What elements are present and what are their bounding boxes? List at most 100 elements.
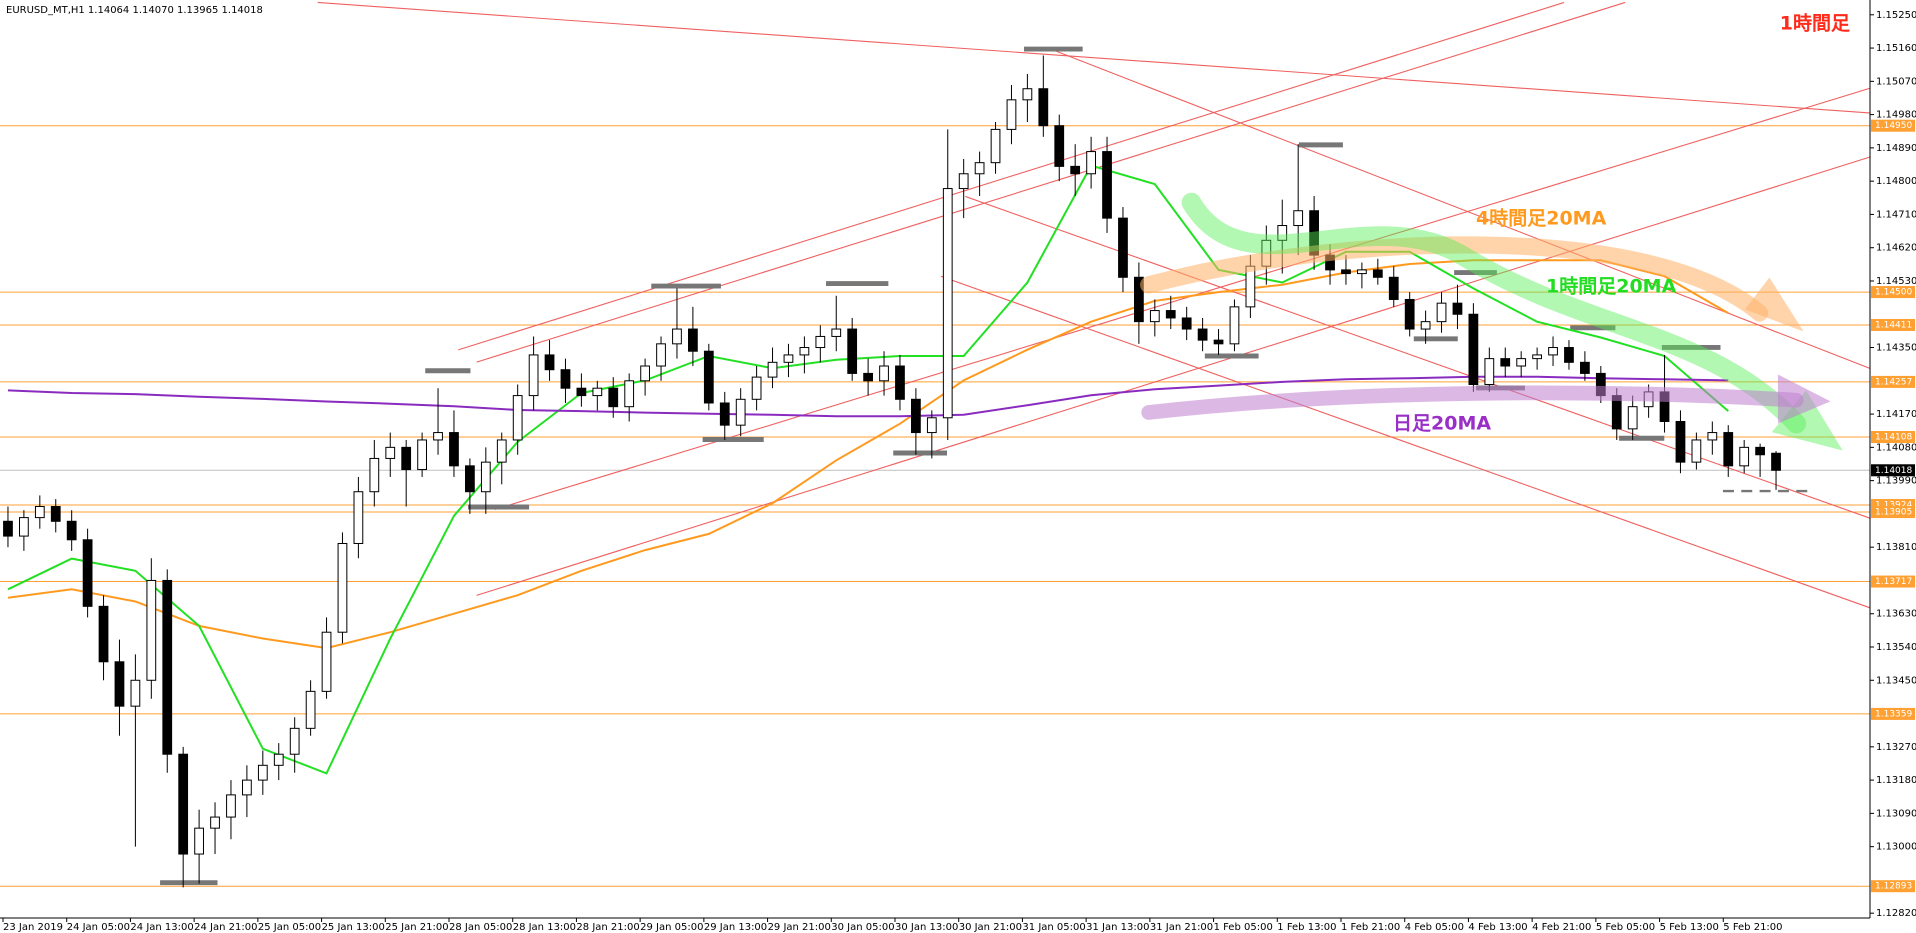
level-tag bbox=[1871, 707, 1915, 720]
candle-body bbox=[1118, 217, 1128, 278]
arrow-head bbox=[1744, 277, 1804, 332]
candle-body bbox=[1357, 269, 1367, 275]
candle-body bbox=[210, 816, 220, 829]
candle-body bbox=[1468, 313, 1479, 386]
candle-body bbox=[353, 491, 364, 544]
level-label: 1.14257 bbox=[1875, 377, 1912, 387]
candle-body bbox=[528, 354, 539, 397]
level-tag bbox=[1871, 431, 1915, 444]
candle-body bbox=[1484, 358, 1495, 386]
candle-body bbox=[719, 402, 730, 426]
candle-body bbox=[1149, 310, 1160, 323]
candle-body bbox=[19, 517, 29, 537]
arrow-daily bbox=[1141, 385, 1804, 420]
ma-label-daily: 日足20MA bbox=[1393, 413, 1491, 435]
last-price-label: 1.14018 bbox=[1875, 466, 1912, 476]
candle-body bbox=[974, 162, 985, 175]
candle-body bbox=[1388, 276, 1399, 300]
candle-body bbox=[449, 432, 459, 467]
candle-body bbox=[1771, 452, 1781, 471]
level-label: 1.12893 bbox=[1875, 882, 1912, 892]
x-tick-label: 29 Jan 13:00 bbox=[704, 922, 767, 933]
candle-body bbox=[1102, 151, 1112, 219]
level-tag bbox=[1871, 506, 1915, 519]
candle-body bbox=[895, 365, 905, 400]
candle-body bbox=[1197, 328, 1208, 341]
candle-body bbox=[735, 398, 746, 426]
header: EURUSD_MT,H1 1.14064 1.14070 1.13965 1.1… bbox=[6, 5, 263, 16]
y-tick-label: 1.14530 bbox=[1876, 276, 1916, 287]
candle-body bbox=[1452, 302, 1463, 315]
y-tick-label: 1.14710 bbox=[1876, 209, 1916, 220]
x-tick-label: 24 Jan 05:00 bbox=[67, 922, 130, 933]
x-tick-label: 1 Feb 21:00 bbox=[1341, 922, 1400, 933]
drawings bbox=[160, 1, 1870, 886]
candle-body bbox=[624, 380, 635, 408]
candle-body bbox=[114, 661, 125, 707]
candle-body bbox=[1755, 446, 1765, 456]
y-tick-label: 1.13270 bbox=[1876, 742, 1916, 753]
level-tag bbox=[1871, 375, 1915, 388]
candle-body bbox=[401, 446, 412, 471]
level-label: 1.14950 bbox=[1875, 121, 1912, 131]
candle-body bbox=[98, 605, 109, 663]
y-tick-label: 1.13000 bbox=[1876, 842, 1916, 853]
candle-body bbox=[990, 128, 1001, 164]
x-tick-label: 25 Jan 21:00 bbox=[385, 922, 448, 933]
candle-body bbox=[433, 432, 443, 441]
candle-body bbox=[942, 188, 953, 419]
level-label: 1.14108 bbox=[1875, 433, 1912, 443]
candle-body bbox=[576, 387, 587, 397]
candle-body bbox=[1500, 358, 1511, 367]
x-tick-label: 25 Jan 05:00 bbox=[258, 922, 321, 933]
candle-body bbox=[831, 328, 842, 337]
candle-body bbox=[146, 579, 157, 681]
y-tick-label: 1.13090 bbox=[1876, 808, 1916, 819]
candle-body bbox=[226, 794, 236, 818]
y-tick-label: 1.13540 bbox=[1876, 642, 1916, 653]
candle-body bbox=[162, 579, 173, 755]
candle-body bbox=[1404, 298, 1415, 330]
candle-body bbox=[178, 753, 189, 855]
trend-line bbox=[458, 1, 1565, 351]
candle-body bbox=[496, 439, 507, 463]
candle-body bbox=[926, 417, 937, 434]
arrow-1h bbox=[1181, 192, 1807, 434]
y-tick-label: 1.15250 bbox=[1876, 10, 1916, 21]
trend-line bbox=[940, 275, 1870, 609]
candle-body bbox=[1277, 225, 1288, 241]
level-tag bbox=[1871, 575, 1915, 588]
candle-body bbox=[1580, 361, 1590, 374]
candle-body bbox=[847, 328, 858, 374]
y-tick-label: 1.13810 bbox=[1876, 542, 1916, 553]
candle-body bbox=[66, 520, 77, 541]
candle-body bbox=[560, 369, 571, 389]
x-tick-label: 4 Feb 05:00 bbox=[1405, 922, 1464, 933]
candle-body bbox=[1516, 358, 1527, 367]
candle-body bbox=[1564, 347, 1574, 363]
x-tick-label: 30 Jan 13:00 bbox=[895, 922, 958, 933]
x-tick-label: 1 Feb 05:00 bbox=[1214, 922, 1273, 933]
x-tick-label: 1 Feb 13:00 bbox=[1277, 922, 1336, 933]
x-tick-label: 28 Jan 05:00 bbox=[449, 922, 512, 933]
y-tick-label: 1.15070 bbox=[1876, 76, 1916, 87]
candle-body bbox=[1707, 432, 1718, 441]
trend-line bbox=[476, 156, 1870, 596]
y-tick-label: 1.14350 bbox=[1876, 343, 1916, 354]
x-tick-label: 5 Feb 05:00 bbox=[1596, 922, 1655, 933]
candle-body bbox=[1022, 88, 1033, 101]
level-tag bbox=[1871, 318, 1915, 331]
candle-body bbox=[1165, 310, 1176, 319]
timeframe-note: 1時間足 bbox=[1780, 13, 1851, 35]
arrows bbox=[1140, 192, 1843, 451]
candle-body bbox=[305, 690, 316, 729]
candle-body bbox=[3, 520, 13, 537]
candle-body bbox=[1086, 151, 1096, 175]
candle-body bbox=[799, 347, 810, 356]
candle-body bbox=[1723, 432, 1734, 467]
x-tick-label: 28 Jan 21:00 bbox=[576, 922, 639, 933]
x-tick-label: 29 Jan 05:00 bbox=[640, 922, 703, 933]
x-tick-label: 31 Jan 21:00 bbox=[1150, 922, 1213, 933]
candle-body bbox=[1134, 276, 1144, 323]
